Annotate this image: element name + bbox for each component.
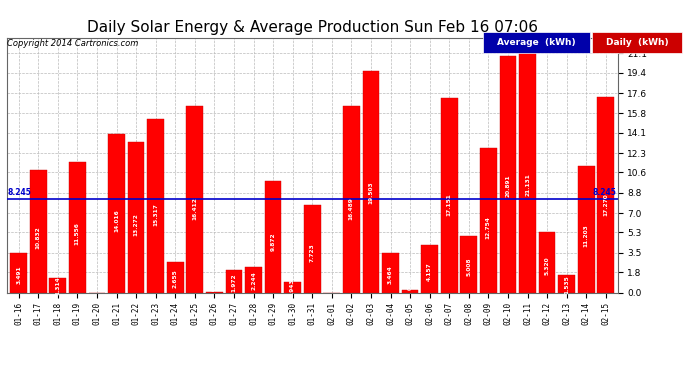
Text: 5.008: 5.008 [466, 258, 471, 276]
Text: 2.655: 2.655 [172, 270, 178, 288]
Text: 13.272: 13.272 [134, 213, 139, 236]
Text: 0.943: 0.943 [290, 279, 295, 297]
Bar [30, 170, 46, 292]
Bar [402, 290, 418, 292]
Text: Average  (kWh): Average (kWh) [497, 38, 575, 47]
Bar [441, 98, 457, 292]
Text: 9.872: 9.872 [270, 233, 275, 252]
Text: Copyright 2014 Cartronics.com: Copyright 2014 Cartronics.com [7, 39, 138, 48]
Text: 1.314: 1.314 [55, 276, 60, 295]
Text: 12.754: 12.754 [486, 216, 491, 239]
Text: 1.535: 1.535 [564, 275, 569, 294]
Bar [578, 165, 595, 292]
Text: Daily  (kWh): Daily (kWh) [606, 38, 668, 47]
Text: 21.131: 21.131 [525, 173, 530, 196]
Text: 0.202: 0.202 [408, 275, 413, 290]
Bar [598, 97, 614, 292]
Text: 16.489: 16.489 [349, 197, 354, 220]
Title: Daily Solar Energy & Average Production Sun Feb 16 07:06: Daily Solar Energy & Average Production … [87, 20, 538, 35]
Text: 14.016: 14.016 [114, 210, 119, 232]
Bar [539, 232, 555, 292]
Bar [226, 270, 242, 292]
Text: 1.972: 1.972 [231, 273, 237, 292]
Bar [304, 205, 321, 292]
Text: 8.245: 8.245 [593, 188, 617, 197]
Text: 3.464: 3.464 [388, 266, 393, 284]
Text: 4.157: 4.157 [427, 262, 432, 280]
Text: 16.412: 16.412 [193, 197, 197, 220]
Bar [422, 245, 438, 292]
Bar [50, 278, 66, 292]
Bar [245, 267, 262, 292]
Bar [480, 148, 497, 292]
Text: 19.503: 19.503 [368, 182, 373, 204]
Bar [519, 53, 536, 292]
Bar [558, 275, 575, 292]
Text: 11.203: 11.203 [584, 224, 589, 247]
Text: 15.317: 15.317 [153, 203, 158, 226]
Text: 7.723: 7.723 [310, 244, 315, 262]
Bar [148, 119, 164, 292]
Bar [284, 282, 301, 292]
Text: 17.270: 17.270 [603, 193, 609, 216]
Bar [460, 236, 477, 292]
Bar [265, 181, 282, 292]
Bar [343, 106, 359, 292]
Text: 2.244: 2.244 [251, 272, 256, 290]
Bar [500, 56, 516, 292]
Text: 10.832: 10.832 [36, 226, 41, 249]
Bar [108, 134, 125, 292]
Bar [186, 106, 203, 292]
Text: 3.491: 3.491 [16, 266, 21, 284]
Bar [363, 72, 380, 292]
Bar [10, 253, 27, 292]
Text: 8.245: 8.245 [8, 188, 32, 197]
Text: 5.320: 5.320 [544, 256, 550, 274]
Text: 11.556: 11.556 [75, 222, 80, 245]
Text: 17.151: 17.151 [446, 194, 452, 216]
Bar [69, 162, 86, 292]
Bar [167, 262, 184, 292]
Bar [128, 142, 144, 292]
Bar [382, 253, 399, 292]
Text: 0.078: 0.078 [212, 276, 217, 291]
Text: 20.891: 20.891 [506, 175, 511, 197]
